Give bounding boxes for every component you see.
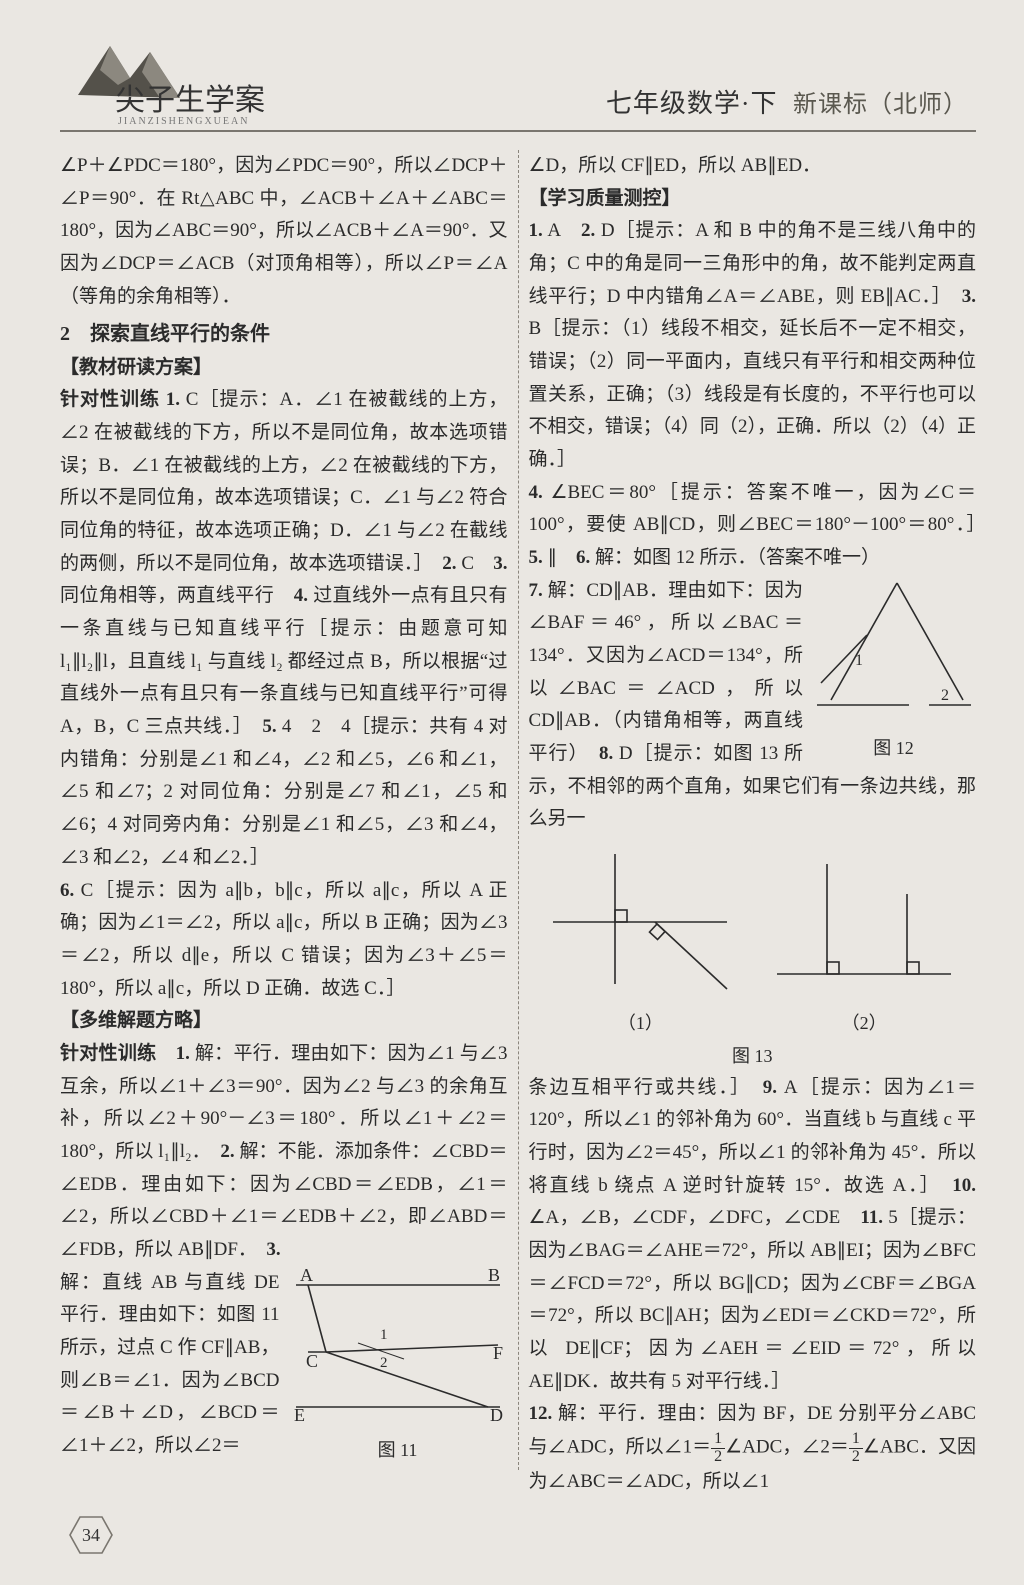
rq10-body: ∠A，∠B，∠CDF，∠DFC，∠CDE [529,1207,861,1228]
figure-12: 1 2 图 12 [811,575,976,765]
figure-13-caption: 图 13 [529,1041,977,1072]
rq1-body: A [543,220,581,241]
q1-label: 针对性训练 1. [60,389,180,410]
rq10-label: 10. [952,1175,976,1196]
fig11-F: F [493,1343,503,1363]
rq8-tail: 条边互相平行或共线．］ [529,1077,763,1098]
rq2-label: 2. [581,220,595,241]
left-p1: ∠P＋∠PDC＝180°，因为∠PDC＝90°，所以∠DCP＋∠P＝90°．在 … [60,150,508,313]
series-logo: 尖子生学案 JIANZISHENGXUEAN [60,40,290,125]
fig11-B: B [488,1267,500,1285]
right-block2b: 4. ∠BEC＝80°［提示：答案不唯一，因为∠C＝100°，要使 AB∥CD，… [529,477,977,575]
fig11-D: D [490,1405,503,1422]
q5-label: 5. [262,716,276,737]
fig11-1: 1 [380,1327,388,1343]
right-column: ∠D，所以 CF∥ED，所以 AB∥ED． 【学习质量测控】 1. A 2. D… [529,150,977,1470]
series-title-text: 尖子生学案 [115,84,265,117]
q2-label: 2. [442,553,456,574]
figure-13-1-label: （1） [545,1008,735,1039]
left-column: ∠P＋∠PDC＝180°，因为∠PDC＝90°，所以∠DCP＋∠P＝90°．在 … [60,150,508,1470]
right-sub1-title: 【学习质量测控】 [529,183,977,216]
left-q6: 6. C［提示：因为 a∥b，b∥c，所以 a∥c，所以 A 正确；因为∠1＝∠… [60,875,508,1006]
q6-label: 6. [60,880,74,901]
q3-3-label: 3. [266,1239,280,1260]
column-divider [518,150,519,1470]
q5-body: 4 2 4［提示：共有 4 对内错角：分别是∠1 和∠4，∠2 和∠5，∠6 和… [60,716,508,868]
fig11-C: C [306,1351,318,1371]
figure-13-2: （2） [769,844,959,1039]
right-block2a: 1. A 2. D［提示：A 和 B 中的角不是三线八角中的角；C 中的角是同一… [529,215,977,476]
rq9-label: 9. [763,1077,777,1098]
rq12-label: 12. [529,1403,553,1424]
header-title: 七年级数学·下 新课标（北师） [606,83,968,120]
q2-body: C [456,553,493,574]
rq3-label: 3. [962,286,976,307]
rq4-body: ∠BEC＝80°［提示：答案不唯一，因为∠C＝100°，要使 AB∥CD，则∠B… [529,482,996,536]
figure-13-2-label: （2） [769,1008,959,1039]
left-sub2-title: 【多维解题方略】 [60,1005,508,1038]
right-p1: ∠D，所以 CF∥ED，所以 AB∥ED． [529,150,977,183]
figure-13: （1） （2） [529,844,977,1039]
figure-13-1: （1） [545,844,735,1039]
fig11-2: 2 [380,1355,388,1371]
rq7-body: 解：CD∥AB．理由如下：因为∠BAF＝46°，所以∠BAC＝134°．又因为∠… [529,580,804,764]
q4-body: 过直线外一点有且只有一条直线与已知直线平行［提示：由题意可知 l₁∥l₂∥l，且… [60,585,508,737]
rq5-label: 5. [529,547,543,568]
rq11-body: 5［提示：因为∠BAG＝∠AHE＝72°，所以 AB∥EI；因为∠BFC＝∠FC… [529,1207,977,1391]
rq1-label: 1. [529,220,543,241]
q3-label: 3. [493,553,507,574]
left-sub1-title: 【教材研读方案】 [60,352,508,385]
right-block4: 12. 解：平行．理由：因为 BF，DE 分别平分∠ABC 与∠ADC，所以∠1… [529,1398,977,1498]
q6-body: C［提示：因为 a∥b，b∥c，所以 a∥c，所以 A 正确；因为∠1＝∠2，所… [60,880,508,999]
page-number: 34 [68,1515,114,1555]
page-number-badge: 34 [68,1515,114,1555]
frac-half-2: 12 [849,1431,863,1466]
fig12-2: 2 [941,687,949,704]
q3-2-label: 2. [220,1141,234,1162]
page-number-value: 34 [82,1525,100,1546]
fig11-A: A [300,1267,313,1285]
rq2-body: D［提示：A 和 B 中的角不是三线八角中的角；C 中的角是同一三角形中的角，故… [529,220,977,306]
rq12-b2: ∠ADC，∠2＝ [725,1437,849,1458]
rq3-body: B［提示：（1）线段不相交，延长后不一定不相交，错误；（2）同一平面内，直线只有… [529,318,977,470]
rq8-label: 8. [599,743,613,764]
q3-1-label: 针对性训练 1. [60,1043,190,1064]
q3-body: 同位角相等，两直线平行 [60,585,294,606]
rq6-body: 解：如图 12 所示．（答案不唯一） [590,547,880,568]
figure-11-caption: 图 11 [288,1435,508,1466]
series-pinyin-text: JIANZISHENGXUEAN [118,116,249,125]
rq6-label: 6. [576,547,590,568]
figure-12-caption: 图 12 [811,733,976,764]
q1-body: C［提示：A．∠1 在被截线的上方，∠2 在被截线的下方，所以不是同位角，故本选… [60,389,508,573]
fig12-1: 1 [855,652,863,669]
rq7-label: 7. [529,580,543,601]
header-title-sub: 新课标（北师） [793,92,968,118]
left-block2: 针对性训练 1. C［提示：A．∠1 在被截线的上方，∠2 在被截线的下方，所以… [60,384,508,874]
right-block3: 条边互相平行或共线．］ 9. A［提示：因为∠1＝120°，所以∠1 的邻补角为… [529,1072,977,1399]
frac-half-1: 12 [711,1431,725,1466]
rq5-body: ∥ [543,547,576,568]
section2-title: 2 探索直线平行的条件 [60,317,508,351]
page-header: 尖子生学案 JIANZISHENGXUEAN 七年级数学·下 新课标（北师） [60,40,976,132]
header-title-main: 七年级数学·下 [606,89,778,118]
figure-11: A B C F E D 1 2 图 11 [288,1267,508,1467]
page: 尖子生学案 JIANZISHENGXUEAN 七年级数学·下 新课标（北师） ∠… [0,0,1024,1585]
content-columns: ∠P＋∠PDC＝180°，因为∠PDC＝90°，所以∠DCP＋∠P＝90°．在 … [60,150,976,1470]
rq11-label: 11. [860,1207,883,1228]
left-block3: 针对性训练 1. 解：平行．理由如下：因为∠1 与∠3 互余，所以∠1＋∠3＝9… [60,1038,508,1267]
fig11-E: E [294,1405,305,1422]
rq4-label: 4. [529,482,543,503]
q4-label: 4. [294,585,308,606]
